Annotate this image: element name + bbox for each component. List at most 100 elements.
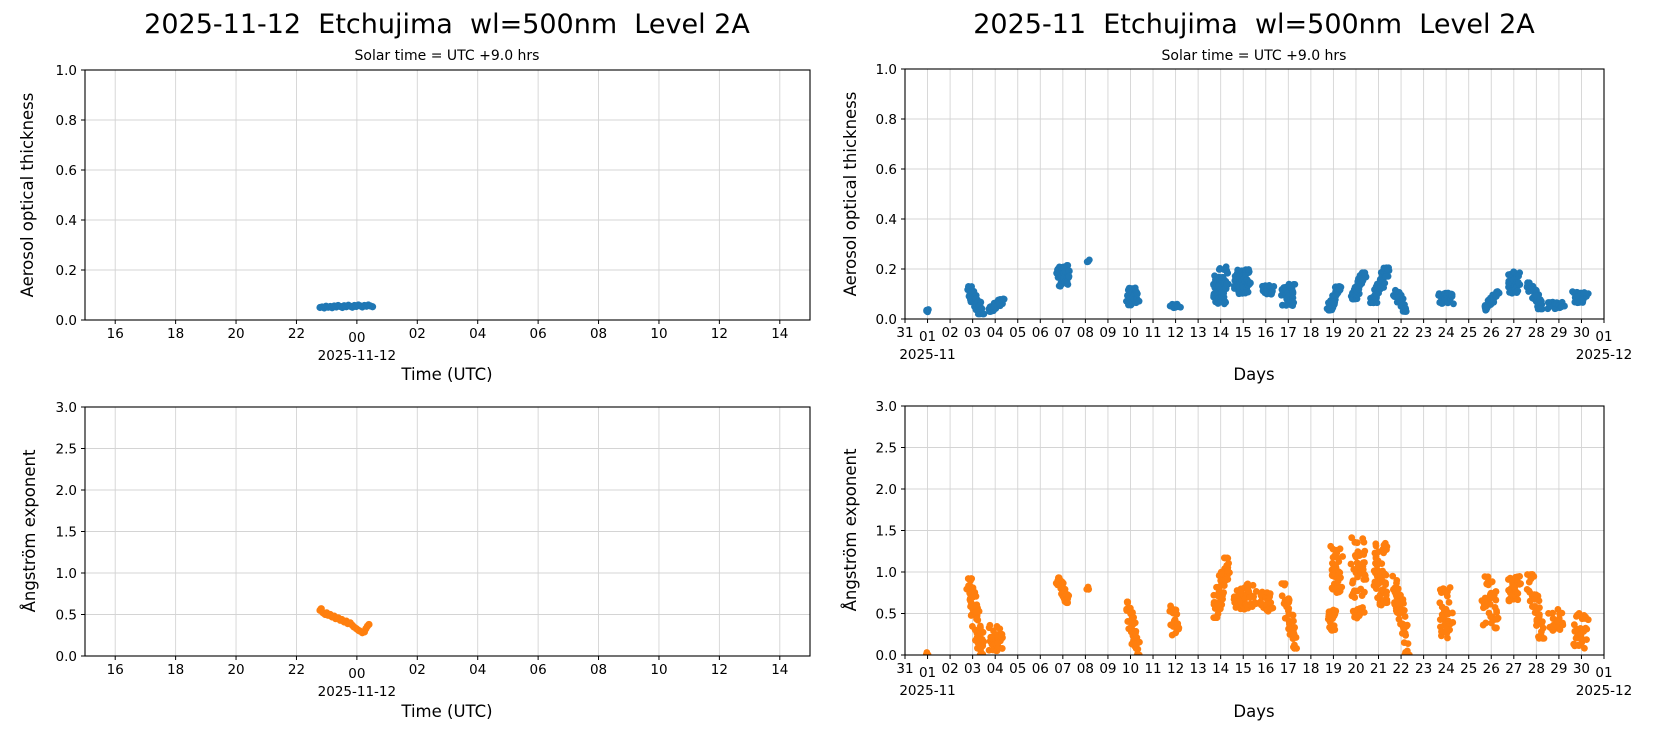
y-axis-label-aot-monthly: Aerosol optical thickness (840, 91, 860, 297)
svg-text:28: 28 (1528, 661, 1545, 677)
svg-text:15: 15 (1235, 661, 1252, 677)
tick-marks (901, 68, 1605, 323)
svg-text:27: 27 (1505, 325, 1522, 341)
svg-text:20: 20 (1347, 325, 1364, 341)
svg-text:30: 30 (1573, 661, 1590, 677)
svg-text:27: 27 (1505, 661, 1522, 677)
svg-text:0.2: 0.2 (876, 262, 897, 278)
svg-text:16: 16 (107, 662, 124, 678)
svg-text:21: 21 (1370, 325, 1387, 341)
tick-marks (901, 405, 1605, 659)
svg-text:3.0: 3.0 (56, 400, 77, 416)
svg-text:03: 03 (964, 661, 981, 677)
x-axis-label-days-top: Days (1233, 365, 1275, 384)
svg-text:08: 08 (1077, 661, 1094, 677)
x-axis-label-time-utc-bottom: Time (UTC) (401, 702, 493, 721)
svg-text:15: 15 (1235, 325, 1252, 341)
monthly-chart-title: 2025-11 Etchujima wl=500nm Level 2A (973, 9, 1535, 40)
svg-text:1.5: 1.5 (56, 524, 77, 540)
svg-text:28: 28 (1528, 325, 1545, 341)
svg-text:0.4: 0.4 (56, 213, 77, 229)
svg-text:10: 10 (650, 326, 667, 342)
svg-text:10: 10 (1122, 661, 1139, 677)
svg-text:0.5: 0.5 (56, 607, 77, 623)
svg-text:13: 13 (1190, 661, 1207, 677)
svg-text:29: 29 (1550, 661, 1567, 677)
svg-text:10: 10 (1122, 325, 1139, 341)
svg-text:24: 24 (1438, 661, 1455, 677)
svg-text:01: 01 (919, 665, 936, 681)
panel-aot_single_day: 16 18 20 22 00 02 04 06 08 10 12 14 2025-11-12 0.0 0.2… (56, 63, 811, 364)
svg-text:25: 25 (1460, 325, 1477, 341)
svg-text:2025-11: 2025-11 (899, 683, 955, 699)
svg-text:0.0: 0.0 (876, 312, 897, 328)
svg-text:02: 02 (409, 326, 426, 342)
svg-text:04: 04 (469, 326, 486, 342)
svg-text:2.0: 2.0 (56, 483, 77, 499)
svg-text:22: 22 (288, 326, 305, 342)
svg-text:01: 01 (1595, 329, 1612, 345)
scatter-points (923, 256, 1592, 318)
svg-text:07: 07 (1054, 325, 1071, 341)
svg-text:26: 26 (1483, 661, 1500, 677)
tick-marks (81, 406, 781, 660)
svg-text:12: 12 (1167, 661, 1184, 677)
y-axis-label-angstrom-monthly: Ångström exponent (840, 448, 860, 612)
svg-text:2025-12: 2025-12 (1576, 347, 1632, 363)
svg-text:11: 11 (1144, 661, 1161, 677)
svg-text:04: 04 (987, 661, 1004, 677)
svg-text:00: 00 (348, 330, 365, 346)
tick-marks (81, 69, 781, 324)
svg-text:22: 22 (1392, 325, 1409, 341)
svg-text:29: 29 (1550, 325, 1567, 341)
svg-text:21: 21 (1370, 661, 1387, 677)
svg-text:20: 20 (1347, 661, 1364, 677)
svg-text:10: 10 (650, 662, 667, 678)
svg-text:14: 14 (771, 326, 788, 342)
svg-text:0.4: 0.4 (876, 212, 897, 228)
svg-text:31: 31 (896, 325, 913, 341)
svg-text:1.0: 1.0 (876, 62, 897, 78)
svg-text:14: 14 (1212, 325, 1229, 341)
svg-text:11: 11 (1144, 325, 1161, 341)
svg-text:18: 18 (167, 662, 184, 678)
svg-text:12: 12 (711, 662, 728, 678)
svg-text:2025-11-12: 2025-11-12 (318, 348, 396, 364)
svg-text:04: 04 (469, 662, 486, 678)
grid-lines (904, 68, 1605, 320)
svg-text:3.0: 3.0 (876, 399, 897, 415)
svg-text:2.5: 2.5 (56, 441, 77, 457)
svg-text:20: 20 (227, 326, 244, 342)
svg-text:14: 14 (1212, 661, 1229, 677)
svg-text:06: 06 (530, 326, 547, 342)
svg-text:0.0: 0.0 (56, 649, 77, 665)
svg-text:23: 23 (1415, 661, 1432, 677)
daily-chart-title: 2025-11-12 Etchujima wl=500nm Level 2A (144, 9, 750, 40)
svg-text:12: 12 (711, 326, 728, 342)
svg-text:20: 20 (227, 662, 244, 678)
svg-text:31: 31 (896, 661, 913, 677)
svg-text:05: 05 (1009, 325, 1026, 341)
svg-text:22: 22 (288, 662, 305, 678)
svg-text:04: 04 (987, 325, 1004, 341)
svg-text:01: 01 (919, 329, 936, 345)
svg-text:18: 18 (1302, 661, 1319, 677)
svg-text:02: 02 (942, 661, 959, 677)
svg-text:1.5: 1.5 (876, 523, 897, 539)
svg-text:0.2: 0.2 (56, 263, 77, 279)
panel-aot_month: 31 01 02 03 04 05 06 07 08 09 10 11 12 13 14 15 16 17 18 19… (876, 62, 1633, 363)
svg-text:19: 19 (1325, 325, 1342, 341)
svg-text:01: 01 (1595, 665, 1612, 681)
svg-text:18: 18 (1302, 325, 1319, 341)
svg-text:14: 14 (771, 662, 788, 678)
svg-text:06: 06 (1032, 325, 1049, 341)
svg-text:16: 16 (1257, 325, 1274, 341)
tick-labels: 16 18 20 22 00 02 04 06 08 10 12 14 2025-11-12 0.0 0.2… (56, 63, 789, 364)
svg-text:16: 16 (107, 326, 124, 342)
x-axis-label-days-bottom: Days (1233, 702, 1275, 721)
svg-text:22: 22 (1392, 661, 1409, 677)
svg-text:06: 06 (1032, 661, 1049, 677)
x-axis-label-time-utc-top: Time (UTC) (401, 365, 493, 384)
